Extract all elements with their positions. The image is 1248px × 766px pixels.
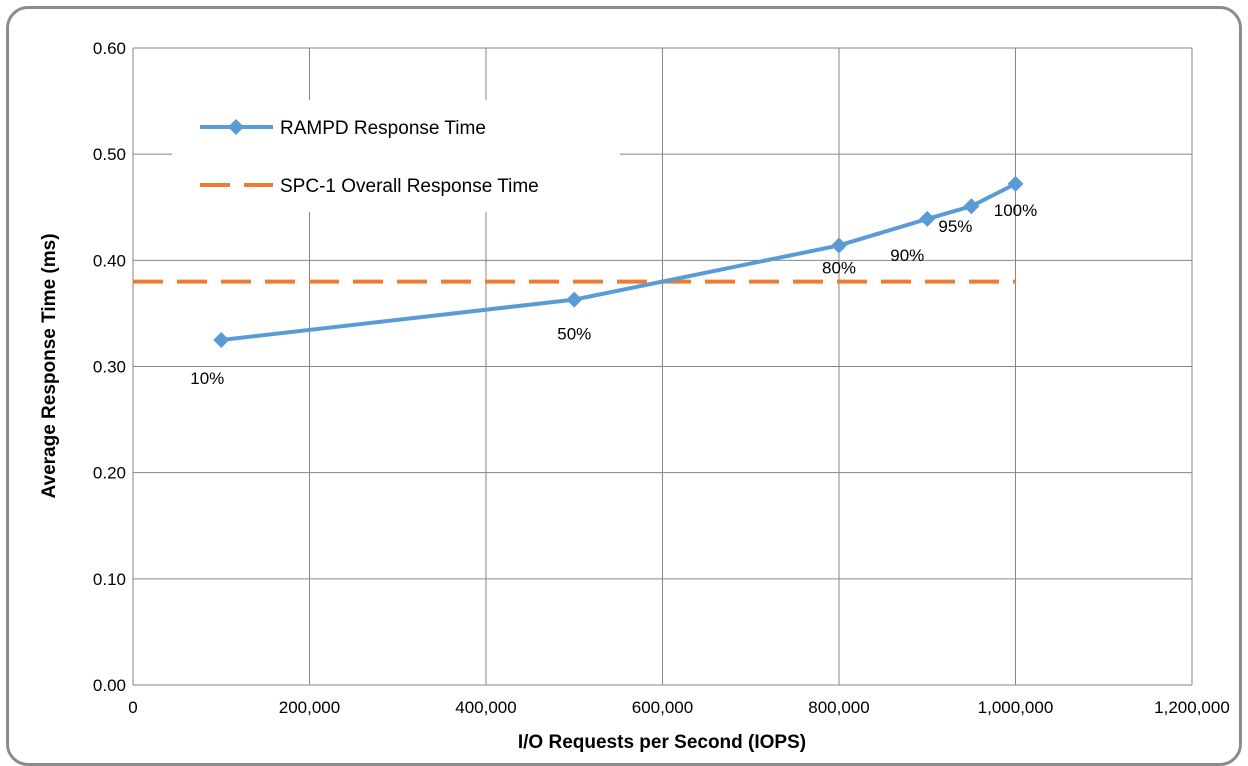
rampd-point-0 xyxy=(213,331,230,348)
x-tick-label-6: 1,200,000 xyxy=(1154,698,1230,717)
x-tick-label-2: 400,000 xyxy=(455,698,516,717)
y-tick-label-0: 0.00 xyxy=(93,676,126,695)
data-label-0: 10% xyxy=(190,369,224,388)
data-labels: 10% 50% 80% 90% 95% 100% xyxy=(190,201,1037,388)
rampd-line xyxy=(221,182,1017,342)
x-tick-labels: 0 200,000 400,000 600,000 800,000 1,000,000 1,… xyxy=(128,698,1230,717)
x-tick-label-5: 1,000,000 xyxy=(978,698,1054,717)
y-tick-label-4: 0.40 xyxy=(93,251,126,270)
x-tick-label-1: 200,000 xyxy=(279,698,340,717)
y-tick-label-3: 0.30 xyxy=(93,358,126,377)
rampd-point-1 xyxy=(566,291,583,308)
y-tick-label-5: 0.50 xyxy=(93,145,126,164)
legend-label-rampd: RAMPD Response Time xyxy=(280,118,486,139)
data-label-2: 80% xyxy=(822,258,856,277)
y-axis-title: Average Response Time (ms) xyxy=(39,233,60,498)
legend-marker-rampd xyxy=(228,119,244,135)
y-tick-labels: 0.00 0.10 0.20 0.30 0.40 0.50 0.60 xyxy=(93,39,126,695)
rampd-point-5 xyxy=(1007,175,1024,192)
x-tick-label-3: 600,000 xyxy=(632,698,693,717)
data-label-3: 90% xyxy=(890,246,924,265)
legend-box xyxy=(172,100,620,212)
data-label-5: 100% xyxy=(994,201,1037,220)
legend: RAMPD Response Time SPC-1 Overall Respon… xyxy=(172,100,620,212)
x-tick-label-0: 0 xyxy=(128,698,137,717)
rampd-point-3 xyxy=(919,210,936,227)
x-tick-label-4: 800,000 xyxy=(808,698,869,717)
y-tick-label-6: 0.60 xyxy=(93,39,126,58)
series-layer xyxy=(133,175,1024,348)
y-tick-label-1: 0.10 xyxy=(93,570,126,589)
y-tick-label-2: 0.20 xyxy=(93,464,126,483)
x-axis-title: I/O Requests per Second (IOPS) xyxy=(518,732,806,753)
rampd-point-2 xyxy=(831,237,847,254)
data-label-4: 95% xyxy=(938,217,972,236)
legend-label-spc1: SPC-1 Overall Response Time xyxy=(280,176,539,197)
rampd-point-4 xyxy=(963,198,980,215)
data-label-1: 50% xyxy=(557,325,591,344)
